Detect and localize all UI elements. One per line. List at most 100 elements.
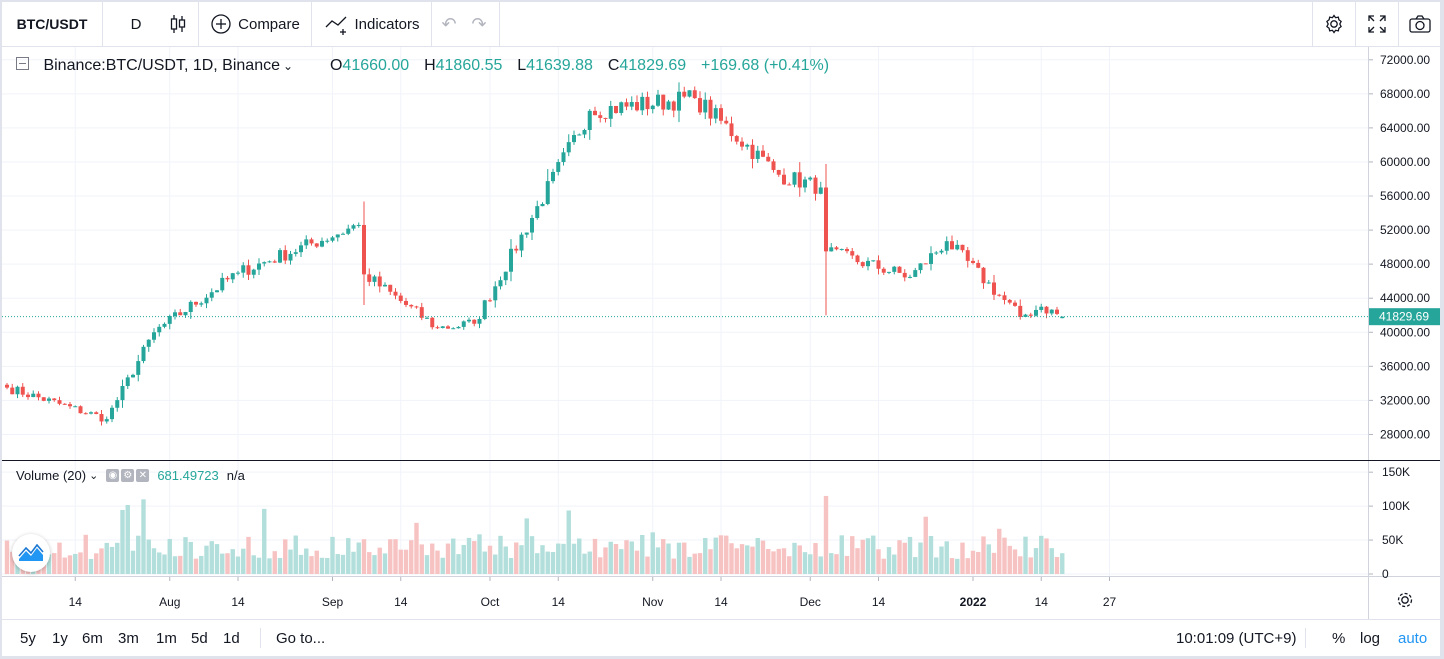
volume-bar — [755, 538, 760, 574]
candle — [677, 82, 681, 123]
candle — [220, 272, 225, 293]
candle — [152, 328, 156, 343]
volume-bar — [298, 554, 304, 574]
volume-title[interactable]: Volume (20) — [16, 468, 87, 483]
candle — [682, 86, 687, 99]
volume-bar — [409, 540, 414, 574]
price-tick-label: 48000.00 — [1380, 257, 1430, 271]
collapse-icon[interactable] — [16, 57, 29, 71]
candle — [724, 116, 729, 125]
settings-icon[interactable]: ⚙ — [121, 469, 135, 482]
chart-style-button[interactable] — [160, 2, 196, 46]
volume-bar — [886, 547, 892, 574]
fullscreen-button[interactable] — [1356, 2, 1398, 46]
volume-bar — [592, 538, 598, 574]
volume-bar — [1012, 549, 1018, 574]
range-label: 5y — [20, 629, 36, 647]
volume-bar — [10, 551, 15, 574]
candle — [89, 411, 93, 415]
price-chart[interactable]: 72000.00 68000.00 64000.00 60000.00 56000.00… — [2, 47, 1440, 619]
candle — [299, 241, 303, 257]
undo-icon: ↶ — [441, 13, 457, 34]
auto-toggle[interactable]: auto — [1398, 620, 1427, 656]
goto-button[interactable]: Go to... — [276, 620, 325, 656]
volume-bar — [487, 545, 493, 574]
range-button-3m[interactable]: 3m — [118, 620, 139, 656]
range-button-5d[interactable]: 5d — [191, 620, 208, 656]
range-button-1d[interactable]: 1d — [223, 620, 240, 656]
candle — [10, 383, 15, 395]
candle — [608, 100, 613, 127]
percent-toggle[interactable]: % — [1332, 620, 1345, 656]
gear-icon — [1397, 592, 1413, 608]
settings-button[interactable] — [1313, 2, 1355, 46]
candle — [698, 91, 702, 116]
clock-button[interactable]: 10:01:09 (UTC+9) — [1176, 620, 1296, 656]
indicators-button[interactable]: Indicators — [313, 2, 431, 46]
volume-bar — [1002, 537, 1007, 574]
volume-bar — [346, 538, 351, 574]
volume-bar — [960, 542, 965, 574]
undo-button[interactable]: ↶ — [436, 2, 462, 46]
candle — [393, 288, 398, 300]
volume-bar — [682, 542, 687, 574]
candle — [640, 92, 645, 116]
candle — [62, 403, 67, 405]
volume-bar — [839, 535, 844, 574]
candle — [572, 130, 576, 145]
price-tick-label: 72000.00 — [1380, 53, 1430, 67]
volume-bar — [62, 557, 67, 574]
eye-icon[interactable]: ◉ — [106, 469, 120, 482]
tradingview-logo[interactable] — [12, 534, 50, 572]
volume-bar — [204, 545, 209, 574]
volume-bar — [1023, 536, 1028, 574]
chevron-down-icon[interactable]: ⌄ — [89, 470, 99, 482]
candle — [451, 327, 456, 330]
candle — [923, 263, 928, 265]
range-button-5y[interactable]: 5y — [20, 620, 36, 656]
candle — [1013, 300, 1017, 307]
volume-bar — [498, 535, 503, 574]
price-tick-label: 28000.00 — [1380, 427, 1430, 441]
close-icon[interactable]: ✕ — [136, 469, 150, 482]
series-title[interactable]: Binance:BTC/USDT, 1D, Binance — [43, 57, 280, 74]
redo-button[interactable]: ↷ — [466, 2, 492, 46]
candle — [136, 354, 141, 382]
time-tick-label: 14 — [552, 595, 566, 609]
fullscreen-icon — [1368, 15, 1386, 33]
candle — [482, 299, 487, 321]
candle — [740, 137, 744, 151]
screenshot-button[interactable] — [1399, 2, 1440, 46]
compare-button[interactable]: Compare — [200, 2, 310, 46]
time-tick-label: 14 — [231, 595, 245, 609]
range-button-1m[interactable]: 1m — [156, 620, 177, 656]
range-button-6m[interactable]: 6m — [82, 620, 103, 656]
candle — [803, 176, 807, 193]
candle — [997, 293, 1002, 297]
volume-bar — [94, 553, 99, 574]
range-button-1y[interactable]: 1y — [52, 620, 68, 656]
volume-bar — [356, 542, 361, 574]
interval-button[interactable]: D — [116, 2, 156, 46]
volume-bar — [120, 509, 125, 574]
candle — [761, 145, 765, 158]
log-toggle[interactable]: log — [1360, 620, 1380, 656]
volume-bar — [1054, 557, 1060, 574]
volume-bar — [991, 552, 997, 574]
range-label: 1m — [156, 629, 177, 647]
volume-bar — [970, 550, 976, 574]
symbol-search-button[interactable]: BTC/USDT — [2, 2, 102, 46]
interval-label: D — [130, 15, 142, 33]
candle — [540, 202, 545, 207]
volume-value: 681.49723 — [157, 468, 219, 483]
time-settings-button[interactable] — [1397, 592, 1413, 608]
chevron-down-icon[interactable]: ⌄ — [283, 59, 294, 73]
candle — [598, 111, 603, 123]
volume-axis: 150K 100K 50K 0 — [1369, 465, 1410, 581]
candle — [435, 325, 440, 329]
volume-bar — [435, 550, 440, 574]
volume-bar — [293, 535, 298, 574]
volume-bar — [1049, 548, 1054, 574]
candle — [587, 109, 592, 140]
candle — [881, 267, 886, 276]
